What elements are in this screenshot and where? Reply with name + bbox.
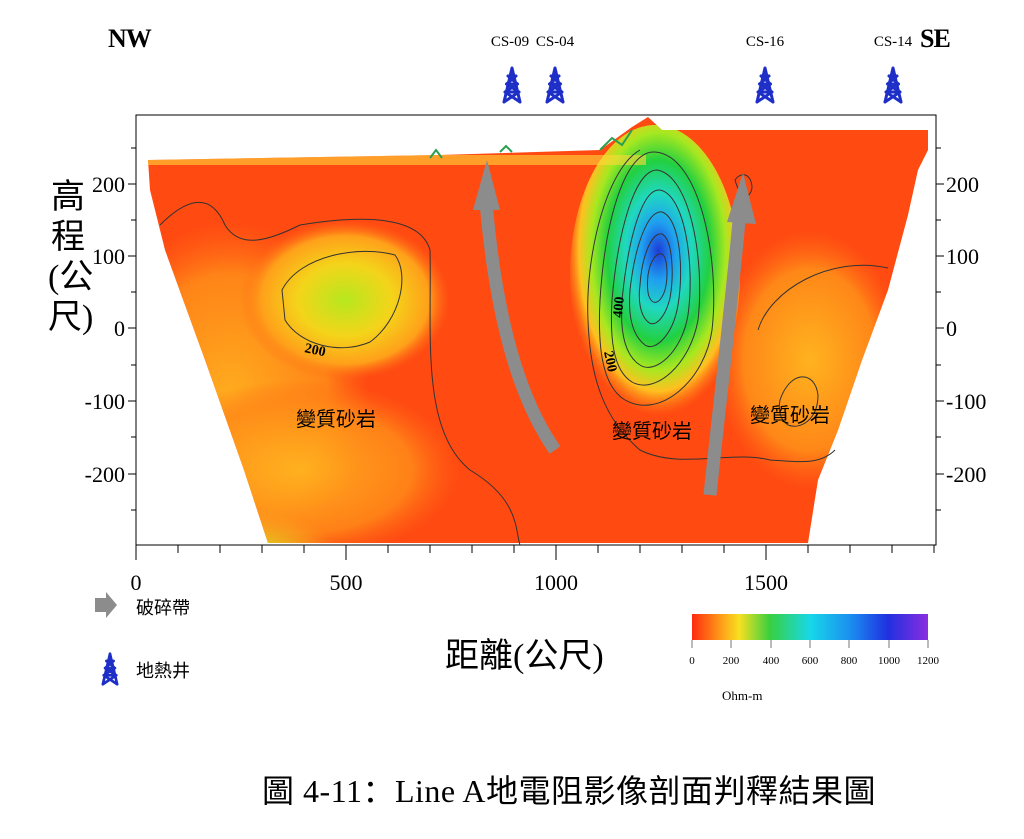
resistivity-section-figure: 0 500 1000 1500 200 100 0 -100 -200 200 … [85,66,986,686]
colorbar [692,614,928,640]
x-tick-label-1000: 1000 [534,570,578,595]
fracture-zone-arrows [473,160,756,496]
y-tick-right-minus100: -100 [946,389,986,414]
derrick-icon-cs09 [502,66,522,104]
y-tick-right-minus200: -200 [946,462,986,487]
x-axis-label: 距離(公尺) [445,638,604,675]
x-tick-label-500: 500 [330,570,363,595]
contour-lines [159,149,889,546]
colorbar-tick-800: 800 [840,655,858,667]
y-tick-left-200: 200 [92,172,125,197]
colorbar-ticks [691,640,929,648]
legend-geothermal-well: 地熱井 [136,661,190,681]
colorbar-tick-1000: 1000 [878,655,900,667]
well-label-cs09: CS-09 [490,34,530,50]
contour-label-400: 400 [611,296,628,318]
x-tick-label-1500: 1500 [744,570,788,595]
plot-frame [135,114,937,546]
derrick-icon-cs04 [545,66,565,104]
colorbar-tick-200: 200 [722,655,740,667]
y-tick-left-100: 100 [92,244,125,269]
y-tick-left-0: 0 [114,316,125,341]
colorbar-tick-400: 400 [762,655,780,667]
well-label-cs16: CS-16 [745,34,785,50]
geothermal-well-legend-icon [101,652,119,686]
y-axis-label: 高程(公尺) [48,179,94,336]
y-tick-right-100: 100 [946,244,979,269]
y-axis-ticks [128,147,944,511]
rock-label-3: 變質砂岩 [750,404,830,427]
y-tick-right-200: 200 [946,172,979,197]
rock-label-1: 變質砂岩 [296,408,376,431]
well-label-cs04: CS-04 [535,34,575,50]
fracture-zone-legend-icon [95,592,117,618]
y-tick-left-minus100: -100 [85,389,125,414]
colorbar-tick-1200: 1200 [917,655,939,667]
nw-direction-label: NW [108,24,152,53]
derrick-icon-cs16 [755,66,775,104]
legend-fracture-zone: 破碎帶 [136,598,190,618]
figure-caption: 圖 4-11：Line A地電阻影像剖面判釋結果圖 [262,773,876,809]
well-label-cs14: CS-14 [873,34,913,50]
x-tick-label-0: 0 [131,570,142,595]
rock-label-2: 變質砂岩 [612,420,692,443]
surface-noise [429,129,633,159]
y-tick-left-minus200: -200 [85,462,125,487]
contour-label-200-left: 200 [303,341,327,360]
derrick-icon-cs14 [883,66,903,104]
colorbar-tick-600: 600 [801,655,819,667]
y-tick-right-0: 0 [946,316,957,341]
colorbar-unit: Ohm-m [722,688,763,703]
se-direction-label: SE [920,24,951,53]
contour-label-200-right: 200 [600,350,619,374]
x-axis-ticks [135,545,935,560]
colorbar-tick-0: 0 [689,655,695,667]
